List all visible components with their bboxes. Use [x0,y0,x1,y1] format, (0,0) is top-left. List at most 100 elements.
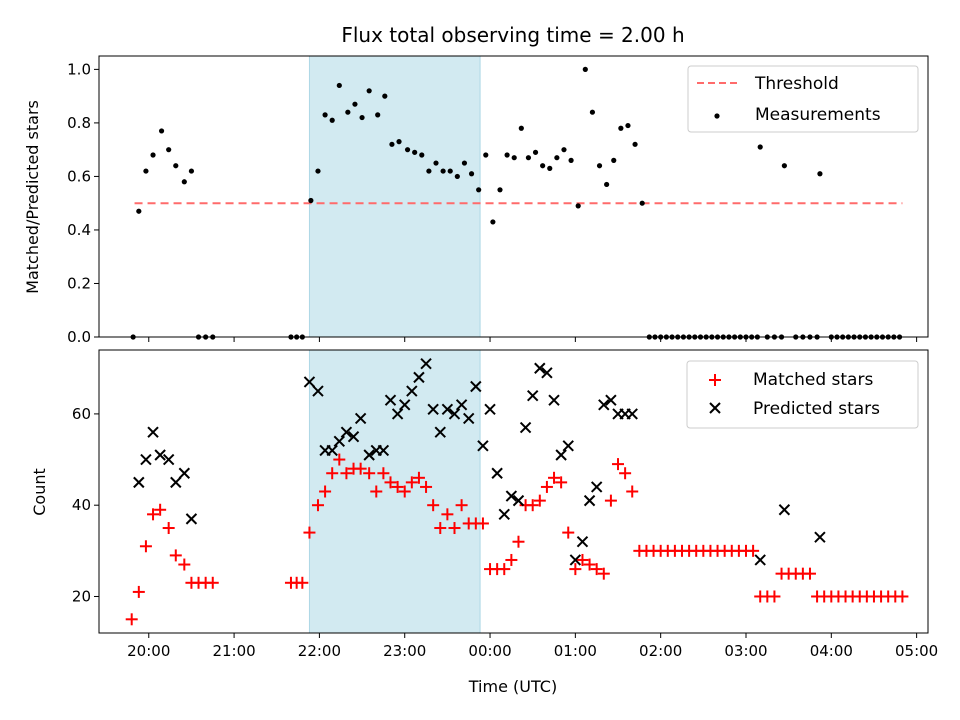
matched-star-point [505,553,518,566]
matched-star-point [132,585,145,598]
measurement-point [490,219,496,225]
xtick-label: 00:00 [468,642,511,660]
measurement-point [468,171,475,177]
predicted-star-point [170,476,182,489]
predicted-star-point [555,449,567,461]
measurement-point [166,147,172,153]
matched-star-point [612,458,625,471]
measurement-point [188,168,195,174]
measurement-point [382,93,388,99]
predicted-star-point [178,467,191,479]
predicted-star-point [470,380,482,393]
measurement-point [352,101,358,107]
top-ytick-label: 0.0 [67,328,91,346]
matched-star-point [569,563,582,576]
measurement-point [632,141,638,147]
predicted-star-point [406,385,418,397]
matched-star-point [154,503,167,516]
predicted-star-point [477,440,489,452]
measurement-point [419,152,425,158]
matched-star-point [427,499,440,512]
legend-threshold-label: Threshold [754,74,839,94]
matched-star-point [626,485,639,498]
matched-star-point [803,567,816,580]
measurement-point [426,168,432,174]
predicted-star-point [303,376,316,388]
measurement-point [532,149,539,155]
xtick-label: 04:00 [810,642,853,660]
measurement-point [757,144,763,150]
predicted-star-point [154,449,166,461]
predicted-star-point [491,467,503,479]
predicted-star-point [548,394,560,406]
matched-star-point [178,558,191,571]
predicted-star-point [484,403,496,416]
measurement-point [781,163,787,169]
matched-star-point [434,522,447,535]
measurement-point [396,139,402,145]
matched-star-point [548,471,561,484]
measurement-point [375,112,381,118]
measurement-point [440,168,446,174]
matched-star-point [768,590,781,603]
xtick-label: 21:00 [212,642,255,660]
measurement-point [497,187,503,193]
measurement-point [525,155,532,161]
predicted-star-point [498,508,510,521]
predicted-star-point [333,435,346,447]
predicted-star-point [541,367,553,379]
matched-star-point [391,480,404,493]
predicted-star-point [147,426,159,438]
matched-star-point [333,453,346,466]
predicted-star-point [354,412,367,425]
measurement-point [582,66,588,72]
predicted-star-point [505,490,518,502]
predicted-star-point [384,394,397,406]
measurement-point [366,88,372,94]
matched-star-point [512,535,525,548]
predicted-star-point [512,494,525,507]
top-ytick-label: 0.4 [67,221,91,239]
matched-star-point [340,467,353,480]
predicted-star-point [413,371,425,384]
top-ytick-label: 0.8 [67,114,91,132]
predicted-star-point [340,426,353,438]
measurement-point [322,112,328,118]
predicted-star-point [347,431,360,443]
predicted-star-point [326,444,338,457]
predicted-star-point [562,440,574,452]
legend-matched-swatch [709,374,721,386]
matched-star-point [583,558,596,571]
predicted-star-point [519,421,532,434]
matched-star-point [747,544,760,557]
matched-star-point [412,471,425,484]
xtick-label: 02:00 [639,642,682,660]
top-ytick-label: 0.6 [67,167,91,185]
predicted-star-point [455,399,468,411]
matched-star-point [476,517,489,530]
measurement-point [412,149,418,155]
predicted-star-point [605,394,617,406]
legend-measurements-swatch [714,113,720,119]
matched-star-point [448,522,461,535]
measurement-point [173,163,179,169]
matched-star-point [296,576,309,589]
matched-star-point [147,508,160,521]
predicted-star-point [814,531,826,543]
xtick-label: 03:00 [724,642,767,660]
matched-star-point [139,540,152,553]
measurement-point [447,168,453,174]
matched-star-point [303,526,316,539]
matched-star-point [555,476,568,489]
matched-star-point [533,494,546,507]
x-axis-label: Time (UTC) [468,677,557,696]
predicted-star-point [434,426,446,438]
measurement-point [181,179,187,185]
predicted-star-point [427,403,439,416]
top-highlight-span [308,55,481,338]
measurement-point [518,125,524,131]
legend-matched-label: Matched stars [753,370,873,390]
xtick-label: 23:00 [383,642,426,660]
matched-star-point [597,567,610,580]
measurement-point [136,208,142,214]
